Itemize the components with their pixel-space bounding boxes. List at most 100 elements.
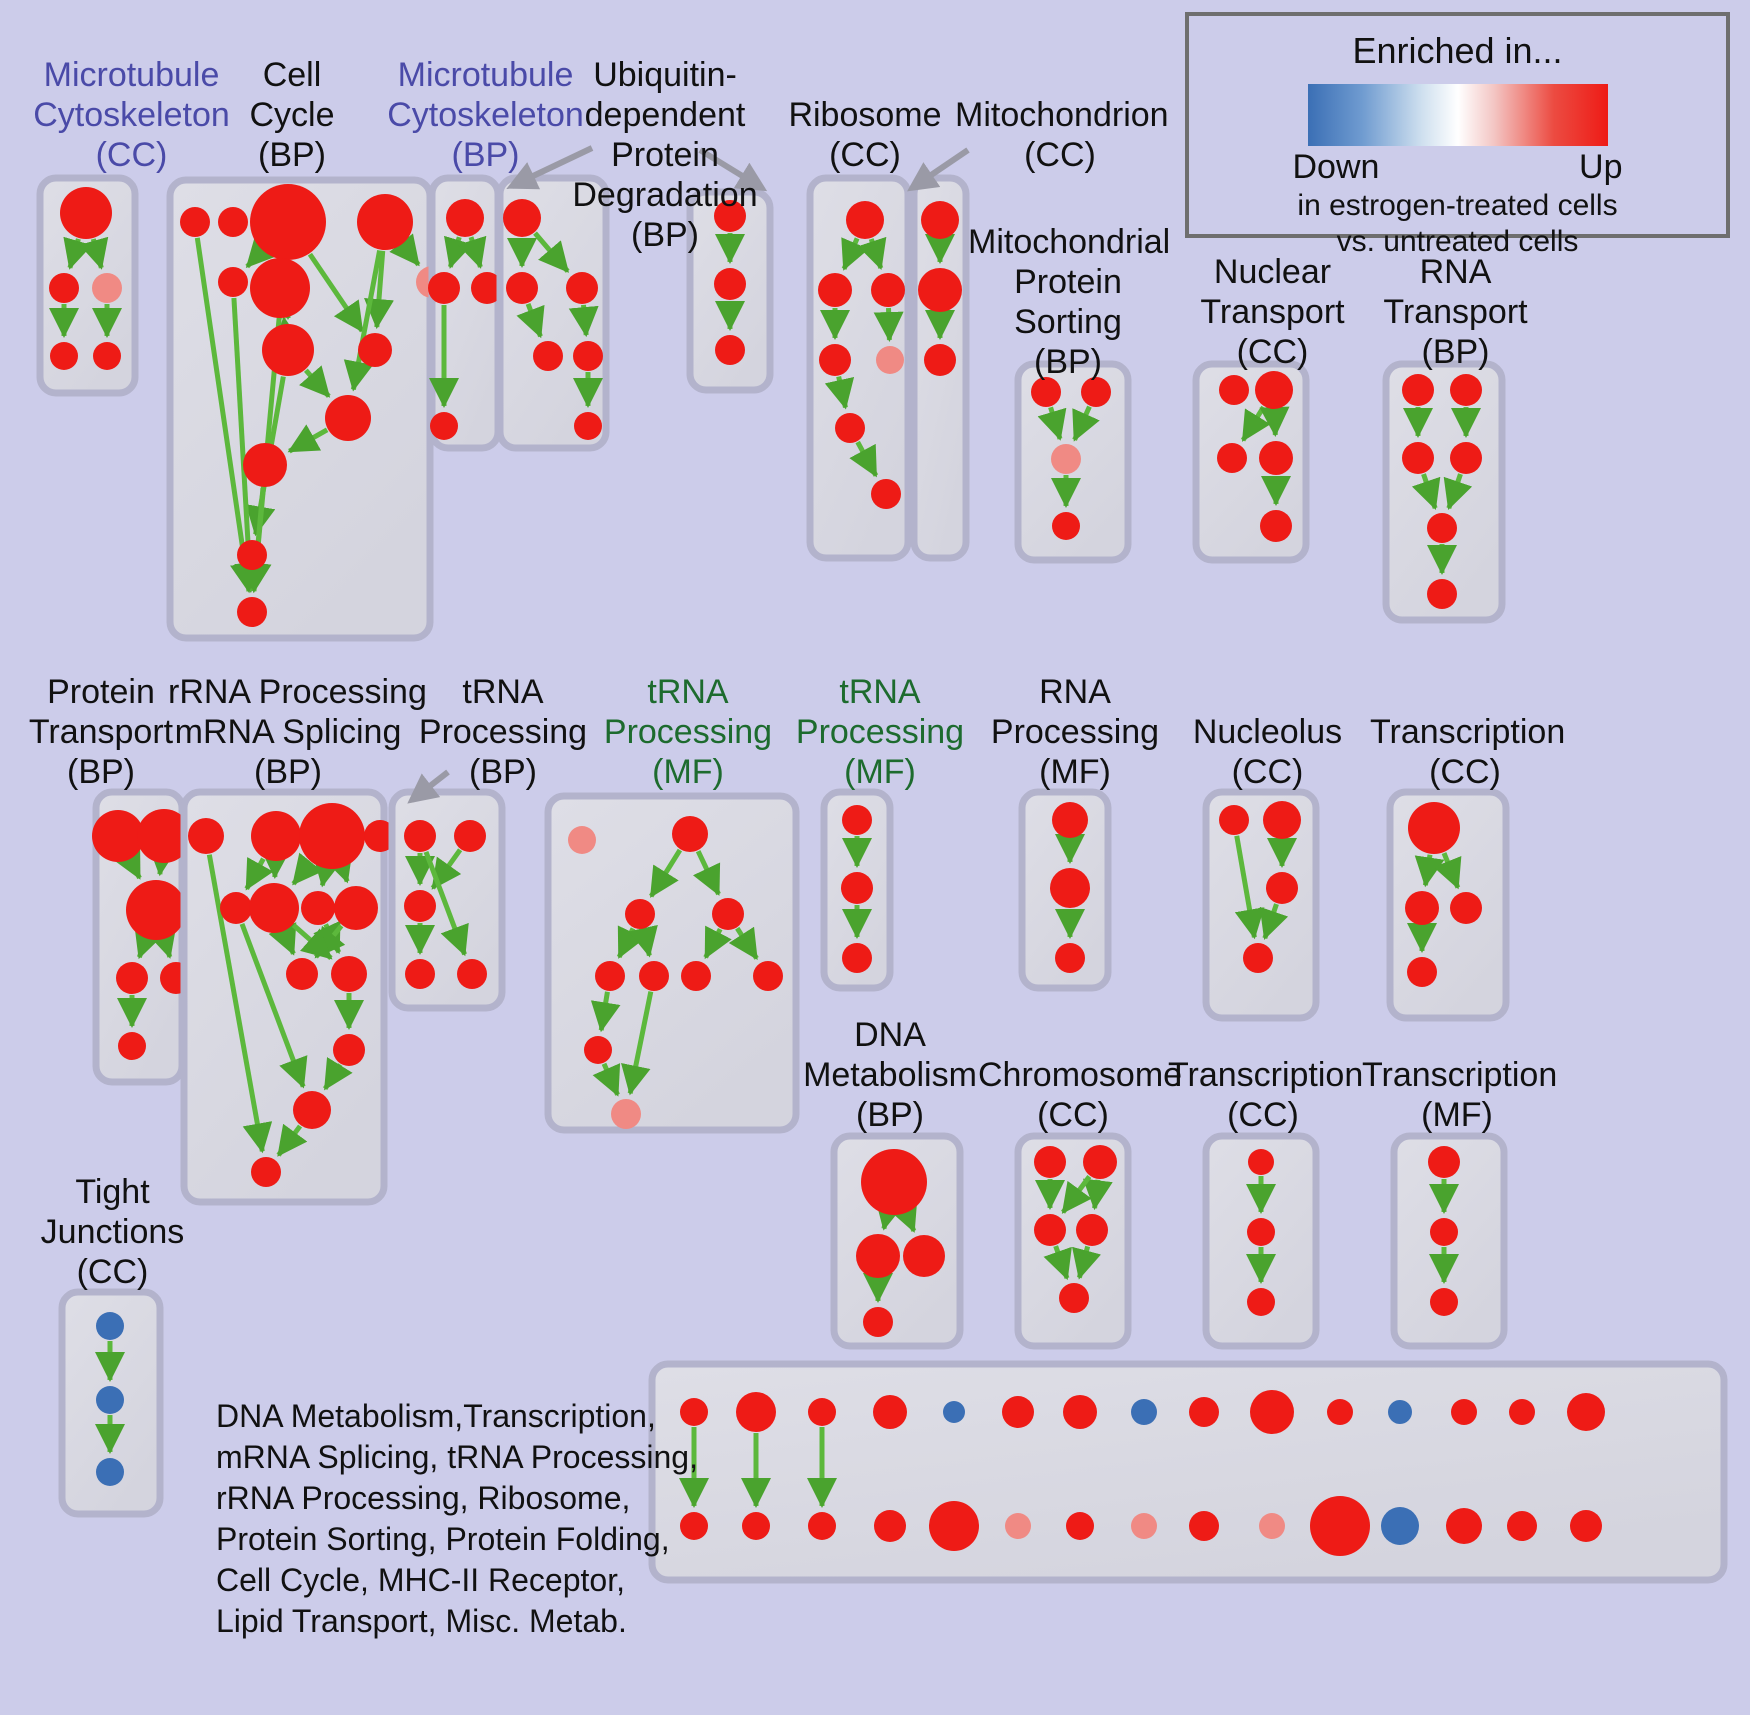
module-panel-rna-processing-mf[interactable]: [1018, 788, 1112, 992]
module-node[interactable]: [1247, 1218, 1275, 1246]
module-node[interactable]: [1260, 510, 1292, 542]
module-node[interactable]: [1405, 891, 1439, 925]
module-node[interactable]: [1051, 444, 1081, 474]
module-node[interactable]: [454, 820, 486, 852]
module-node[interactable]: [96, 1458, 124, 1486]
module-node[interactable]: [1450, 374, 1482, 406]
module-node[interactable]: [428, 272, 460, 304]
module-node[interactable]: [251, 811, 301, 861]
module-node[interactable]: [1259, 441, 1293, 475]
module-node[interactable]: [237, 540, 267, 570]
module-node[interactable]: [1446, 1508, 1482, 1544]
module-node[interactable]: [243, 443, 287, 487]
module-node[interactable]: [841, 872, 873, 904]
module-node[interactable]: [808, 1512, 836, 1540]
module-panel-microtubule-cytoskeleton-bp[interactable]: [428, 174, 503, 452]
module-node[interactable]: [818, 273, 852, 307]
module-node[interactable]: [842, 805, 872, 835]
module-node[interactable]: [358, 333, 392, 367]
module-node[interactable]: [1034, 1214, 1066, 1246]
module-node[interactable]: [921, 201, 959, 239]
module-node[interactable]: [584, 1036, 612, 1064]
module-node[interactable]: [457, 959, 487, 989]
module-node[interactable]: [1034, 1146, 1066, 1178]
module-node[interactable]: [1509, 1399, 1535, 1425]
module-panel-ubiquitin-degradation-right[interactable]: [686, 188, 774, 394]
module-panel-ubiquitin-degradation-left[interactable]: [496, 174, 610, 452]
module-node[interactable]: [873, 1395, 907, 1429]
module-node[interactable]: [835, 413, 865, 443]
module-node[interactable]: [1407, 957, 1437, 987]
module-panel-transcription-cc-upper[interactable]: [1386, 788, 1510, 1022]
module-node[interactable]: [1005, 1513, 1031, 1539]
module-node[interactable]: [218, 267, 248, 297]
module-node[interactable]: [364, 820, 396, 852]
module-node[interactable]: [1427, 513, 1457, 543]
module-panel-misc-combined[interactable]: [648, 1360, 1728, 1584]
module-node[interactable]: [251, 1157, 281, 1187]
module-node[interactable]: [680, 1398, 708, 1426]
module-node[interactable]: [96, 1386, 124, 1414]
module-node[interactable]: [1388, 1400, 1412, 1424]
module-node[interactable]: [331, 956, 367, 992]
module-node[interactable]: [404, 890, 436, 922]
module-node[interactable]: [753, 961, 783, 991]
module-node[interactable]: [1052, 512, 1080, 540]
module-node[interactable]: [293, 1091, 331, 1129]
module-node[interactable]: [1219, 805, 1249, 835]
module-node[interactable]: [430, 412, 458, 440]
module-node[interactable]: [929, 1501, 979, 1551]
module-node[interactable]: [943, 1401, 965, 1423]
module-panel-nucleolus-cc[interactable]: [1202, 788, 1320, 1022]
module-node[interactable]: [1427, 579, 1457, 609]
module-node[interactable]: [250, 184, 326, 260]
module-panel-mitochondrial-protein-sorting-bp[interactable]: [1014, 360, 1132, 564]
module-node[interactable]: [286, 958, 318, 990]
module-node[interactable]: [446, 199, 484, 237]
module-panel-transcription-mf[interactable]: [1390, 1132, 1508, 1350]
module-node[interactable]: [863, 1307, 893, 1337]
module-node[interactable]: [1219, 375, 1249, 405]
module-node[interactable]: [736, 1392, 776, 1432]
module-node[interactable]: [714, 268, 746, 300]
module-node[interactable]: [1430, 1218, 1458, 1246]
module-node[interactable]: [573, 341, 603, 371]
module-node[interactable]: [1189, 1397, 1219, 1427]
module-node[interactable]: [301, 891, 335, 925]
module-node[interactable]: [819, 344, 851, 376]
module-panel-rna-transport-bp[interactable]: [1382, 360, 1506, 624]
module-node[interactable]: [1451, 1399, 1477, 1425]
module-node[interactable]: [611, 1099, 641, 1129]
module-node[interactable]: [1450, 892, 1482, 924]
module-node[interactable]: [1055, 943, 1085, 973]
module-node[interactable]: [715, 335, 745, 365]
module-panel-chromosome-cc[interactable]: [1014, 1132, 1132, 1350]
module-node[interactable]: [1247, 1288, 1275, 1316]
module-node[interactable]: [1002, 1396, 1034, 1428]
module-node[interactable]: [566, 272, 598, 304]
module-node[interactable]: [1255, 371, 1293, 409]
module-node[interactable]: [118, 1032, 146, 1060]
module-node[interactable]: [137, 809, 191, 863]
module-node[interactable]: [846, 201, 884, 239]
module-node[interactable]: [1050, 868, 1090, 908]
module-panel-rrna-mrna-splicing-bp[interactable]: [180, 788, 396, 1206]
module-node[interactable]: [49, 273, 79, 303]
module-node[interactable]: [357, 194, 413, 250]
module-node[interactable]: [503, 199, 541, 237]
module-node[interactable]: [471, 272, 503, 304]
module-panel-trna-processing-bp[interactable]: [388, 788, 506, 1012]
module-node[interactable]: [672, 816, 708, 852]
module-node[interactable]: [218, 207, 248, 237]
module-node[interactable]: [1428, 1146, 1460, 1178]
module-node[interactable]: [92, 810, 144, 862]
module-panel-ribosome-cc[interactable]: [806, 174, 912, 562]
module-node[interactable]: [60, 187, 112, 239]
module-node[interactable]: [299, 803, 365, 869]
module-node[interactable]: [96, 1312, 124, 1340]
module-node[interactable]: [1259, 1513, 1285, 1539]
module-node[interactable]: [1083, 1145, 1117, 1179]
module-node[interactable]: [918, 268, 962, 312]
module-node[interactable]: [1263, 801, 1301, 839]
module-node[interactable]: [334, 886, 378, 930]
